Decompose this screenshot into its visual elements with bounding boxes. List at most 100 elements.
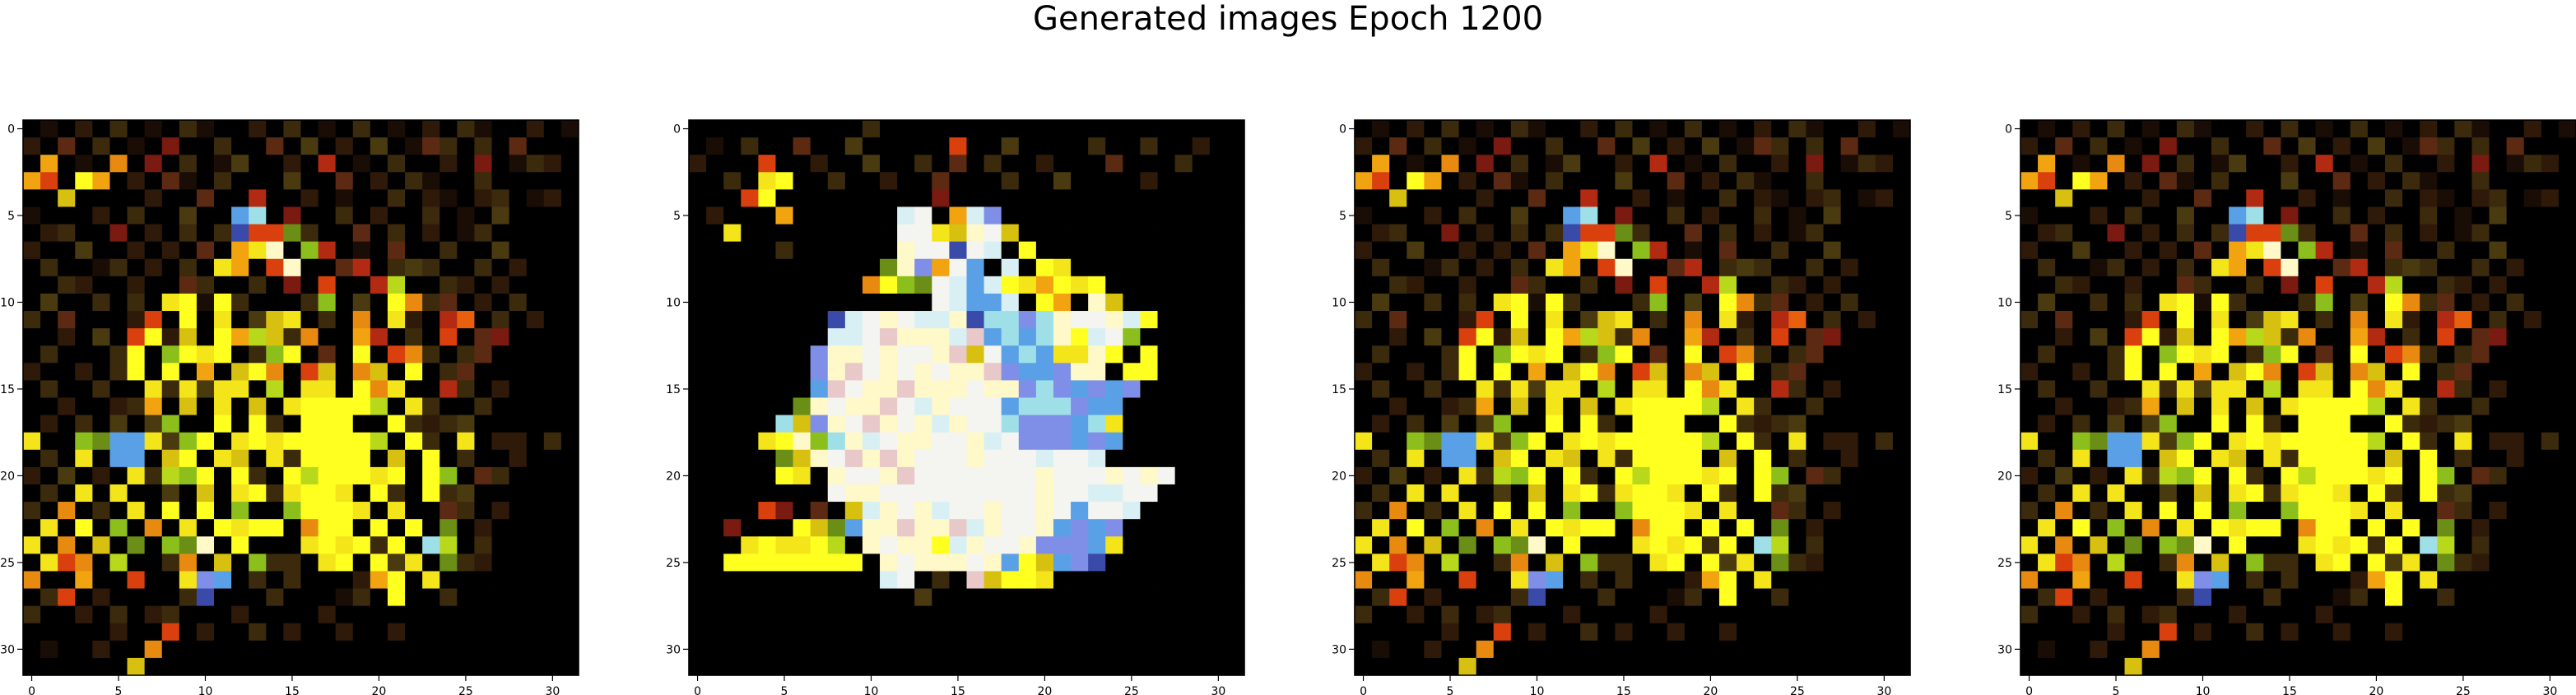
image-pixel (2454, 241, 2472, 260)
image-pixel (1035, 588, 1054, 607)
image-pixel (300, 502, 319, 520)
image-pixel (2055, 502, 2073, 520)
image-pixel (1140, 484, 1158, 503)
image-pixel (300, 363, 319, 381)
image-pixel (2437, 328, 2455, 346)
image-pixel (2055, 172, 2073, 190)
image-pixel (775, 258, 793, 277)
image-pixel (1858, 640, 1876, 659)
image-pixel (283, 137, 301, 155)
image-pixel (2124, 172, 2143, 190)
image-pixel (1071, 554, 1089, 572)
image-pixel (352, 120, 371, 138)
image-pixel (1840, 155, 1859, 173)
image-pixel (914, 640, 932, 659)
image-pixel (1563, 536, 1581, 554)
image-pixel (1441, 571, 1459, 589)
image-pixel (775, 224, 793, 243)
image-pixel (1226, 432, 1245, 451)
image-pixel (457, 293, 475, 312)
image-pixel (775, 415, 793, 433)
image-pixel (144, 519, 163, 537)
image-pixel (810, 155, 829, 173)
image-pixel (1123, 571, 1141, 589)
image-pixel (1035, 519, 1054, 537)
image-pixel (897, 363, 915, 381)
image-pixel (2384, 466, 2403, 485)
image-pixel (1192, 345, 1211, 364)
image-pixel (283, 605, 301, 624)
image-pixel (2038, 536, 2056, 554)
image-pixel (1858, 363, 1876, 381)
image-pixel (1840, 554, 1859, 572)
image-pixel (2107, 276, 2125, 294)
image-pixel (1615, 449, 1633, 468)
image-pixel (439, 657, 458, 676)
image-pixel (1035, 363, 1054, 381)
image-pixel (2315, 137, 2334, 155)
image-pixel (2211, 206, 2230, 225)
y-tick-label: 15 (0, 383, 15, 396)
image-pixel (405, 449, 423, 468)
image-pixel (1615, 311, 1633, 329)
image-pixel (2315, 120, 2334, 138)
image-pixel (1424, 293, 1442, 312)
image-pixel (127, 206, 146, 225)
image-pixel (161, 172, 180, 190)
image-pixel (1493, 397, 1512, 415)
image-pixel (2350, 554, 2369, 572)
image-pixel (1035, 293, 1054, 312)
image-pixel (758, 588, 776, 607)
image-pixel (723, 449, 742, 468)
image-pixel (1493, 345, 1512, 364)
image-pixel (1823, 241, 1842, 260)
image-pixel (1718, 241, 1737, 260)
image-pixel (75, 484, 93, 503)
image-pixel (75, 571, 93, 589)
image-pixel (1546, 449, 1564, 468)
image-pixel (2281, 432, 2299, 451)
image-pixel (1510, 519, 1529, 537)
image-pixel (2350, 519, 2369, 537)
image-pixel (1372, 120, 1390, 138)
image-pixel (2402, 502, 2420, 520)
image-pixel (2229, 380, 2247, 398)
image-pixel (1527, 224, 1546, 243)
image-pixel (2141, 432, 2160, 451)
image-pixel (1823, 311, 1842, 329)
image-pixel (283, 155, 301, 173)
image-pixel (2159, 397, 2178, 415)
image-pixel (1754, 345, 1772, 364)
image-pixel (2020, 466, 2039, 485)
image-pixel (526, 605, 545, 624)
image-pixel (1701, 363, 1720, 381)
image-pixel (1157, 137, 1176, 155)
image-pixel (422, 276, 440, 294)
image-pixel (422, 155, 440, 173)
image-pixel (75, 380, 93, 398)
image-pixel (1840, 397, 1859, 415)
image-pixel (741, 657, 759, 676)
image-pixel (793, 415, 811, 433)
image-pixel (1071, 363, 1089, 381)
image-pixel (300, 466, 319, 485)
image-pixel (932, 605, 950, 624)
image-pixel (1771, 137, 1789, 155)
image-pixel (231, 120, 249, 138)
image-pixel (1892, 380, 1911, 398)
image-pixel (2558, 241, 2576, 260)
image-pixel (1858, 588, 1876, 607)
image-pixel (2020, 155, 2039, 173)
image-pixel (914, 484, 932, 503)
image-pixel (1563, 466, 1581, 485)
image-pixel (526, 640, 545, 659)
image-pixel (2176, 432, 2195, 451)
image-pixel (2090, 536, 2108, 554)
image-pixel (58, 519, 76, 537)
image-pixel (2281, 328, 2299, 346)
image-pixel (2489, 519, 2508, 537)
image-pixel (2523, 363, 2542, 381)
image-pixel (1123, 172, 1141, 190)
image-pixel (179, 657, 198, 676)
